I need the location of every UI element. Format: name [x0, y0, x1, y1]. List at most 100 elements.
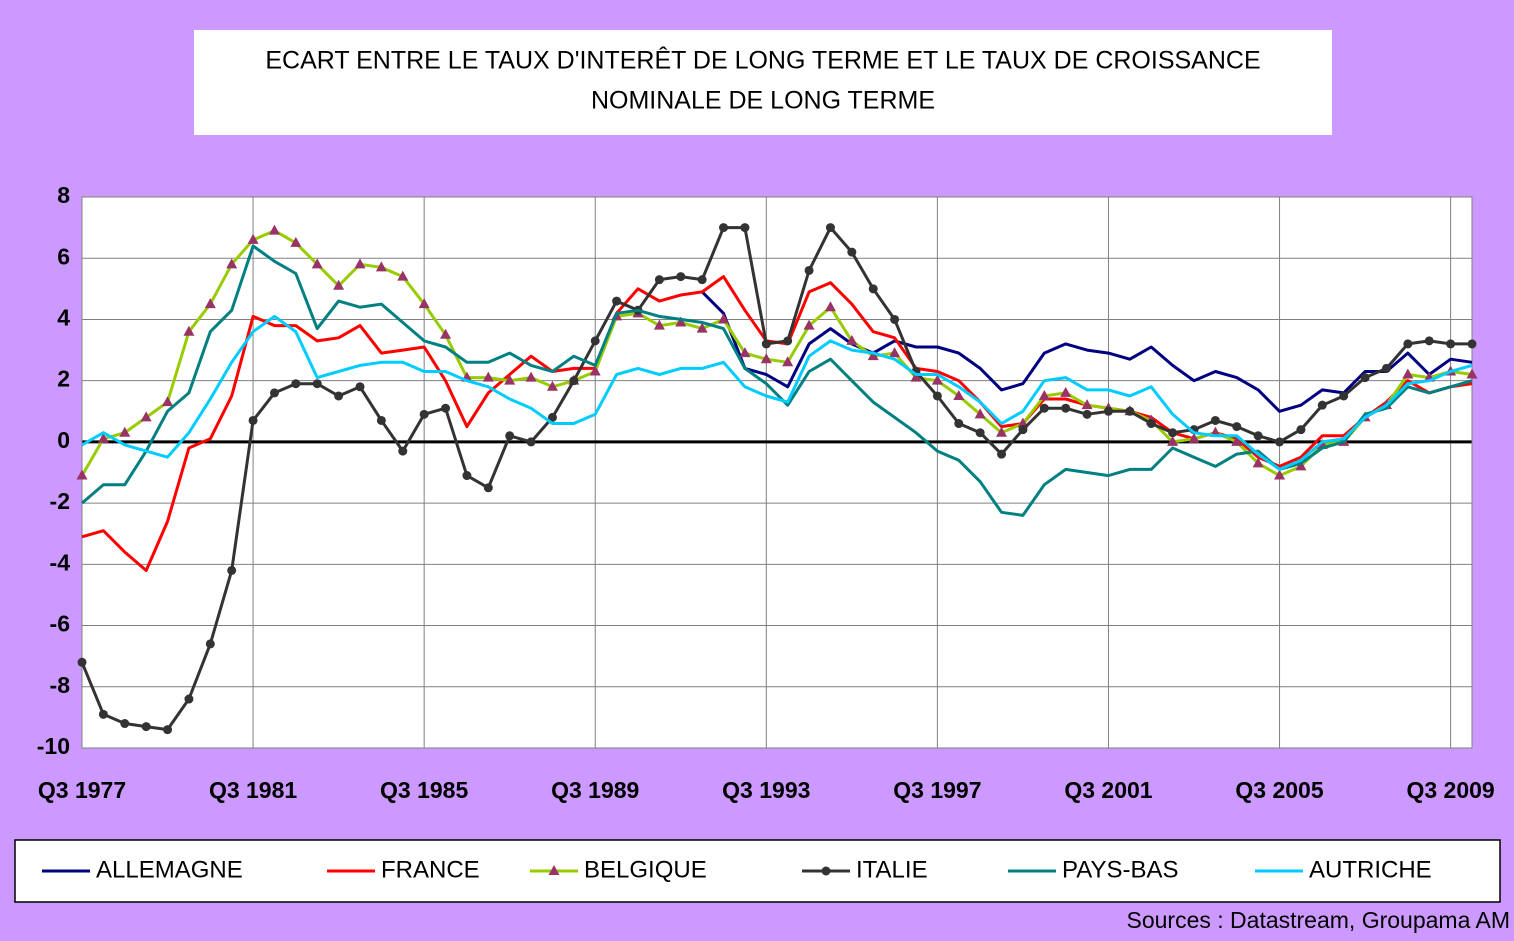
marker — [1424, 336, 1434, 346]
marker — [1231, 435, 1243, 446]
marker — [867, 350, 879, 361]
marker — [654, 275, 664, 285]
marker — [697, 275, 707, 285]
marker — [1381, 363, 1391, 373]
marker — [740, 223, 750, 233]
legend-box — [14, 839, 1501, 903]
marker — [119, 426, 131, 437]
marker — [526, 437, 536, 447]
y-tick-label: 4 — [57, 305, 70, 331]
marker — [675, 316, 687, 327]
marker — [1446, 339, 1456, 349]
x-tick-label: Q3 1993 — [722, 777, 810, 803]
marker — [1060, 386, 1072, 397]
legend-label: ALLEMAGNE — [96, 856, 243, 883]
marker — [653, 319, 665, 330]
plot-area — [82, 197, 1472, 748]
marker — [1146, 419, 1156, 429]
marker — [354, 258, 366, 269]
marker — [1232, 422, 1242, 432]
marker — [483, 483, 493, 493]
marker — [504, 374, 516, 385]
marker — [183, 325, 195, 336]
marker — [760, 353, 772, 364]
marker — [418, 298, 430, 309]
marker — [954, 419, 964, 429]
marker — [1295, 460, 1307, 471]
source-note: Sources : Datastream, Groupama AM — [1127, 907, 1511, 933]
x-tick-label: Q3 1997 — [893, 777, 981, 803]
marker — [718, 313, 730, 324]
y-tick-label: -8 — [50, 672, 71, 698]
title-box — [194, 30, 1332, 135]
marker — [910, 371, 922, 382]
y-tick-label: -4 — [50, 549, 71, 575]
marker — [612, 296, 622, 306]
marker — [719, 223, 729, 233]
marker — [120, 719, 130, 729]
marker — [163, 725, 173, 735]
marker — [782, 356, 794, 367]
marker — [1360, 373, 1370, 383]
legend-label: PAYS-BAS — [1062, 856, 1178, 883]
marker — [1188, 432, 1200, 443]
marker — [505, 431, 515, 441]
marker — [1467, 339, 1477, 349]
marker — [547, 412, 557, 422]
marker — [1125, 406, 1135, 416]
marker — [975, 428, 985, 438]
marker — [376, 415, 386, 425]
chart-title: NOMINALE DE LONG TERME — [591, 87, 935, 115]
marker — [268, 224, 280, 235]
marker — [1210, 415, 1220, 425]
marker — [783, 336, 793, 346]
marker — [419, 409, 429, 419]
marker — [1081, 399, 1093, 410]
marker — [204, 298, 216, 309]
marker — [996, 426, 1008, 437]
marker — [1039, 403, 1049, 413]
marker — [291, 379, 301, 389]
legend-label: BELGIQUE — [584, 856, 707, 883]
marker — [1061, 403, 1071, 413]
marker — [1402, 368, 1414, 379]
y-tick-label: -6 — [50, 611, 70, 637]
marker — [269, 388, 279, 398]
x-tick-label: Q3 1977 — [38, 777, 126, 803]
marker — [247, 233, 259, 244]
marker — [77, 657, 87, 667]
marker — [997, 449, 1007, 459]
marker — [804, 265, 814, 275]
marker — [953, 389, 965, 400]
marker — [1339, 391, 1349, 401]
marker — [1253, 431, 1263, 441]
series-line — [81, 244, 1473, 517]
marker — [974, 408, 986, 419]
marker — [676, 272, 686, 282]
marker — [98, 709, 108, 719]
marker — [803, 319, 815, 330]
marker — [546, 380, 558, 391]
marker — [312, 379, 322, 389]
marker — [846, 334, 858, 345]
marker — [569, 376, 579, 386]
marker — [248, 415, 258, 425]
marker — [462, 471, 472, 481]
marker — [761, 339, 771, 349]
marker — [821, 866, 831, 876]
y-tick-label: -10 — [37, 733, 70, 759]
marker — [1167, 435, 1179, 446]
marker — [590, 336, 600, 346]
marker — [1317, 400, 1327, 410]
x-tick-label: Q3 1985 — [380, 777, 468, 803]
marker — [1275, 437, 1285, 447]
marker — [290, 236, 302, 247]
marker — [1168, 428, 1178, 438]
marker — [311, 258, 323, 269]
marker — [1018, 425, 1028, 435]
marker — [548, 865, 560, 875]
marker — [889, 347, 901, 358]
marker — [1082, 409, 1092, 419]
marker — [931, 374, 943, 385]
